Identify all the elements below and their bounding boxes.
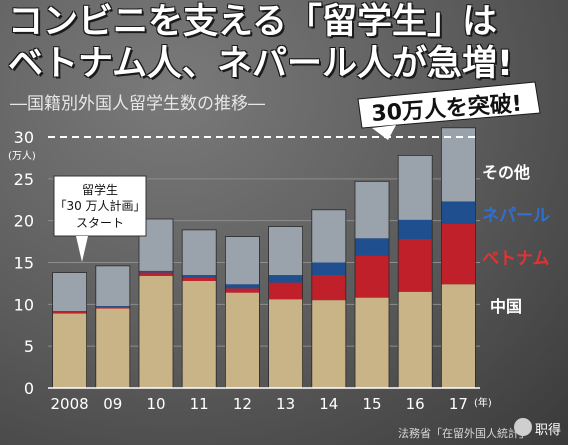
x-tick-label: 11	[190, 395, 209, 413]
y-tick-label: 15	[14, 254, 34, 273]
bar-segment	[355, 238, 389, 256]
y-tick-label: 0	[24, 379, 34, 398]
annotation-line1: 留学生	[82, 182, 118, 197]
bar-segment	[182, 275, 217, 278]
bar-segment	[441, 284, 476, 388]
bar-segment	[52, 311, 87, 312]
legend-china: 中国	[490, 297, 522, 316]
annotation-box: 留学生 「30 万人計画」 スタート	[53, 175, 147, 262]
annotation-line2: 「30 万人計画」	[54, 198, 145, 213]
bar-segment	[225, 288, 260, 293]
y-tick-label: 30	[14, 128, 34, 147]
x-tick-label: 09	[103, 395, 122, 413]
x-axis-unit: (年)	[474, 396, 492, 409]
bar-segment	[398, 219, 433, 240]
bar-segment	[355, 297, 389, 388]
bar-segment	[311, 262, 346, 276]
x-tick-label: 14	[319, 395, 338, 413]
y-tick-label: 25	[14, 170, 34, 189]
bar-segment	[311, 275, 346, 301]
headline-line2: ベトナム人、ネパール人が急増!	[8, 44, 513, 84]
bar-segment	[52, 272, 87, 312]
source-note: 法務省「在留外国人統計」	[398, 427, 530, 440]
bar-segment	[52, 313, 87, 388]
bar-segment	[355, 255, 389, 298]
bar-segment	[441, 127, 476, 202]
headline-line1: コンビニを支える「留学生」は	[8, 2, 497, 42]
bar-segment	[139, 270, 173, 273]
axis-layer: 0 5 10 15 20 25 30 2008 09 10 11 12 13 14 15 16 17	[14, 128, 480, 413]
bar-segment	[311, 300, 346, 388]
bar-segment	[398, 239, 433, 292]
legend-other: その他	[482, 163, 530, 182]
legend-nepal: ネパール	[482, 206, 550, 226]
y-axis-unit: (万人)	[8, 150, 36, 162]
bar-segment	[52, 311, 87, 314]
x-tick-label: 2008	[51, 395, 89, 413]
bar-segment	[139, 272, 173, 276]
bar-segment	[95, 306, 130, 309]
bar-segment	[268, 226, 303, 276]
x-tick-label: 10	[146, 395, 165, 413]
bar-segment	[268, 275, 303, 283]
bar-segment	[268, 299, 303, 388]
legend-vietnam: ベトナム	[482, 249, 550, 269]
bar-segment	[268, 282, 303, 300]
bar-segment	[441, 201, 476, 225]
bar-segment	[355, 181, 389, 239]
bar-segment	[95, 308, 130, 388]
subtitle: ―国籍別外国人留学生数の推移―	[10, 94, 265, 114]
bar-segment	[95, 306, 130, 307]
x-tick-label: 12	[233, 395, 252, 413]
bar-segment	[182, 277, 217, 281]
bars-layer	[52, 127, 476, 389]
bar-segment	[311, 209, 346, 263]
x-tick-label: 13	[276, 395, 295, 413]
x-tick-label: 16	[406, 395, 425, 413]
bar-segment	[139, 275, 173, 388]
watermark-text: 职得	[535, 423, 562, 438]
bar-segment	[182, 280, 217, 388]
bar-segment	[398, 155, 433, 220]
wechat-icon	[514, 418, 532, 436]
bar-segment	[398, 291, 433, 388]
annotation-line3: スタート	[76, 216, 124, 230]
y-tick-label: 10	[14, 295, 34, 314]
bar-segment	[225, 236, 260, 285]
bar-segment	[182, 229, 217, 276]
bar-segment	[441, 224, 476, 285]
bar-segment	[225, 292, 260, 388]
bar-segment	[225, 284, 260, 289]
x-tick-label: 17	[449, 395, 468, 413]
y-tick-label: 20	[14, 212, 34, 231]
y-tick-label: 5	[24, 337, 34, 356]
bar-segment	[95, 265, 130, 307]
callout-banner: 30万人を突破!	[357, 81, 541, 140]
x-tick-label: 15	[362, 395, 381, 413]
